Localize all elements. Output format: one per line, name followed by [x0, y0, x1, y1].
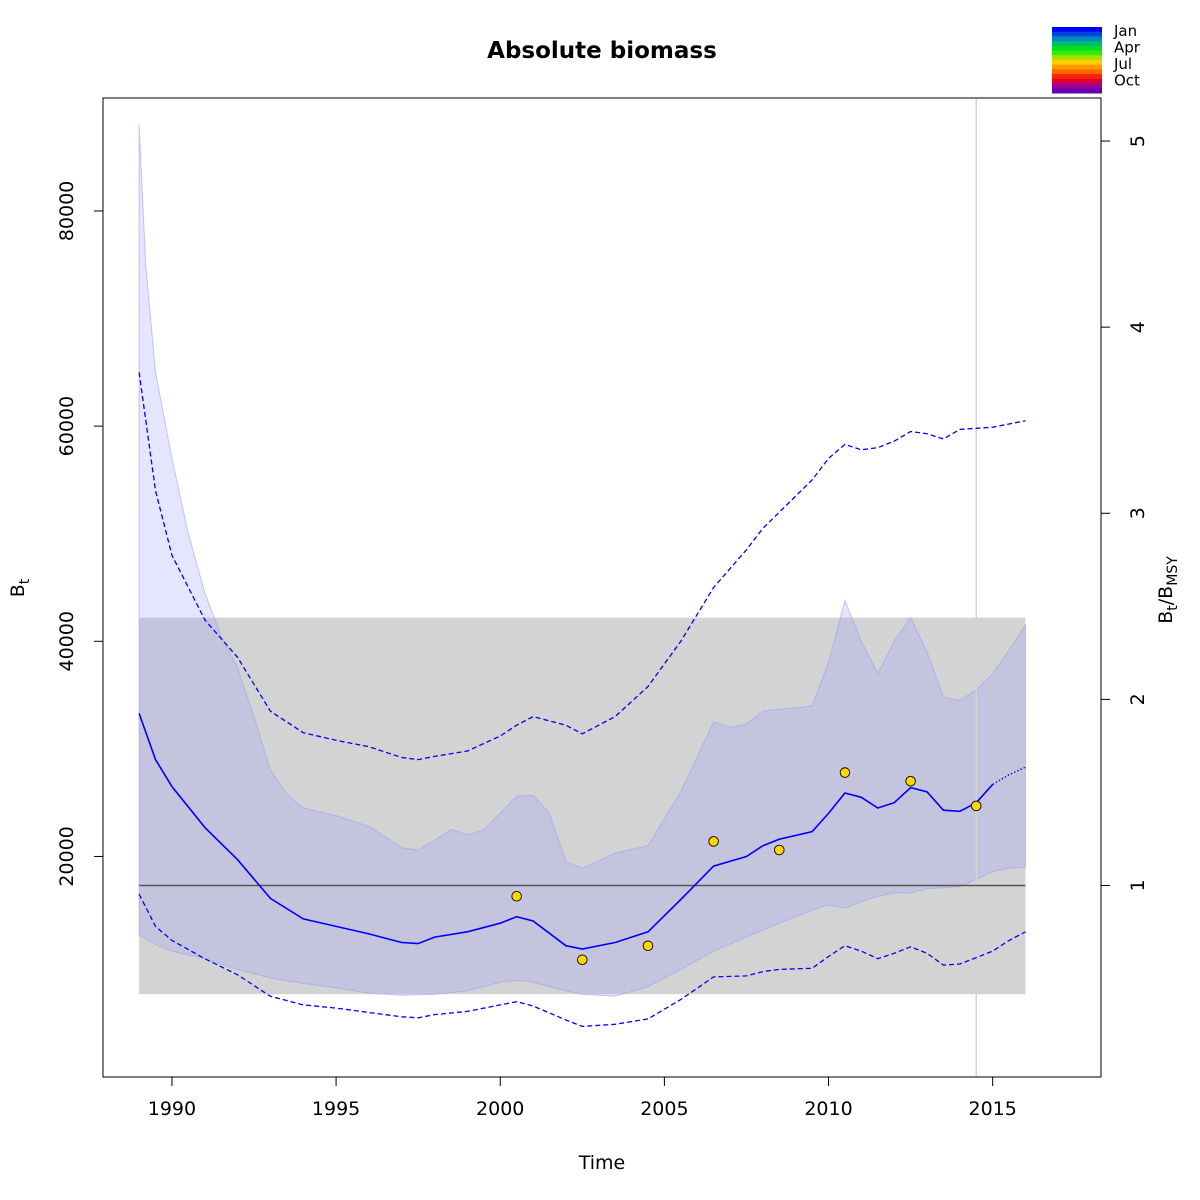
season-legend-label: Apr: [1114, 39, 1141, 57]
x-tick-label: 2005: [640, 1098, 688, 1120]
season-legend-label: Oct: [1114, 72, 1140, 90]
right-axis-label-msy: MSY: [1165, 556, 1181, 586]
season-legend-swatch: [1052, 41, 1102, 47]
season-legend-label: Jan: [1113, 22, 1137, 40]
y2-tick-label: 2: [1127, 693, 1149, 705]
observation-point: [642, 940, 654, 951]
axes: 1990 1995 2000 2005 2010 2015 20000 40000 60000 8…: [56, 135, 1149, 1120]
season-legend-swatch: [1052, 88, 1102, 94]
right-axis-label-t: t: [1165, 605, 1181, 611]
plot-area: [138, 98, 1026, 1077]
observation-point: [577, 954, 588, 965]
right-axis-label-b2: B: [1155, 586, 1177, 599]
season-legend-label: Jul: [1113, 55, 1132, 73]
observation-point: [774, 844, 785, 856]
x-tick-label: 1990: [148, 1098, 196, 1120]
right-axis-label-slash: /: [1155, 598, 1177, 605]
right-axis-label: Bt/BMSY: [1155, 556, 1181, 624]
x-axis-label: Time: [578, 1152, 626, 1174]
ci-upper-line: [138, 372, 1026, 761]
y2-tick-label: 5: [1127, 135, 1149, 147]
y2-tick-label: 1: [1127, 879, 1149, 891]
season-legend-swatch: [1052, 60, 1102, 66]
season-legend-swatch: [1052, 50, 1102, 56]
y2-tick-label: 3: [1127, 507, 1149, 519]
season-legend-swatch: [1052, 83, 1102, 89]
observation-point: [511, 891, 522, 902]
biomass-median-line: [138, 713, 994, 950]
season-legend-swatch: [1052, 64, 1102, 70]
y-axis-label-subscript: t: [17, 578, 33, 584]
x-tick-label: 1995: [312, 1098, 360, 1120]
y-axis-label-main: B: [7, 584, 29, 597]
season-legend-swatch: [1052, 31, 1102, 37]
x-tick-label: 2010: [804, 1098, 852, 1120]
y-tick-label: 80000: [56, 181, 78, 241]
observation-point: [708, 836, 719, 847]
plot-frame: [102, 97, 1102, 1078]
season-legend-swatch: [1052, 45, 1102, 52]
bmsy-ci-band: [139, 617, 1026, 995]
observation-point: [971, 800, 982, 812]
season-legend-swatch: [1052, 27, 1102, 33]
y2-tick-label: 4: [1127, 321, 1149, 333]
y-tick-label: 40000: [56, 611, 78, 671]
right-axis-label-b: B: [1155, 611, 1177, 624]
observation-point: [839, 767, 851, 778]
season-legend-swatch: [1052, 36, 1102, 42]
y-axis-label: Bt: [7, 578, 33, 597]
y-tick-label: 20000: [56, 826, 78, 886]
observation-point: [905, 775, 916, 787]
x-tick-label: 2015: [968, 1098, 1016, 1120]
y-tick-label: 60000: [56, 396, 78, 456]
biomass-ci-region: [138, 124, 1026, 997]
chart-title: Absolute biomass: [487, 38, 717, 64]
season-legend-swatch: [1052, 74, 1102, 80]
x-tick-label: 2000: [476, 1098, 524, 1120]
season-legend-swatch: [1052, 55, 1102, 61]
ci-lower-line: [138, 893, 1026, 1028]
season-legend-swatch: [1052, 78, 1102, 85]
season-legend-swatch: [1052, 69, 1102, 75]
